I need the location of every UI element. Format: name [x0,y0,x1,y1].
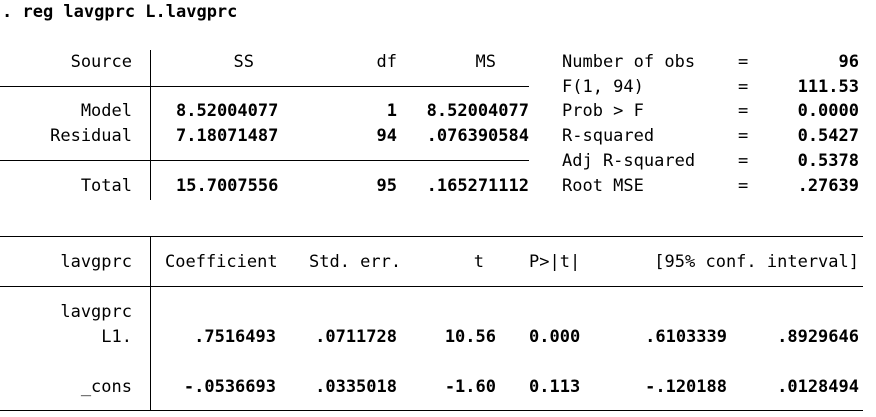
stat-label: R-squared [562,126,655,146]
stat-label: F(1, 94) [562,77,644,97]
stat-equals: = [738,52,749,72]
command-line: . reg lavgprc L.lavgprc [2,2,238,22]
anova-total-rule [0,160,529,161]
stat-value: 0.5427 [797,126,859,146]
anova-header-rule [0,86,529,87]
anova-header-ss: SS [233,52,254,72]
coef-std-err: .0335018 [315,377,397,397]
stat-label: Number of obs [562,52,696,72]
coef-ci-high: .0128494 [777,377,859,397]
stat-value: .27639 [797,176,859,196]
coef-row-name: _cons [80,377,132,397]
coef-value: -.0536693 [183,377,276,397]
stat-label: Root MSE [562,176,644,196]
coef-t-stat: -1.60 [444,377,496,397]
coef-t-stat: 10.56 [444,327,496,347]
coef-std-err: .0711728 [315,327,397,347]
coef-ci-high: .8929646 [777,327,859,347]
coef-header-conf-interval: [95% conf. interval] [654,252,859,272]
stat-value: 111.53 [797,77,859,97]
stat-value: 0.5378 [797,151,859,171]
coef-header-depvar: lavgprc [60,252,132,272]
stat-value: 96 [838,52,859,72]
coef-p-value: 0.000 [529,327,581,347]
coef-bottom-rule [0,410,863,411]
anova-column-divider [150,50,151,200]
anova-source: Model [80,101,132,121]
coef-top-rule [0,236,863,237]
stat-equals: = [738,151,749,171]
coef-p-value: 0.113 [529,377,581,397]
stat-equals: = [738,126,749,146]
anova-header-df: df [376,52,397,72]
coef-ci-low: -.120188 [645,377,727,397]
anova-ms: 8.52004077 [426,101,529,121]
anova-df: 1 [386,101,397,121]
coef-header-t: t [473,252,484,272]
coef-header-rule [0,286,863,287]
coef-column-divider [150,236,151,410]
anova-source: Total [80,176,132,196]
anova-header-source: Source [70,52,132,72]
stat-label: Adj R-squared [562,151,696,171]
stat-equals: = [738,77,749,97]
coef-row-name: L1. [101,327,132,347]
stat-equals: = [738,101,749,121]
coef-header-std-err: Std. err. [309,252,402,272]
stat-label: Prob > F [562,101,644,121]
coef-header-coefficient: Coefficient [165,252,278,272]
anova-ss: 7.18071487 [176,126,279,146]
stat-value: 0.0000 [797,101,859,121]
coef-group-label: lavgprc [60,302,132,322]
coef-header-p: P>|t| [529,252,581,272]
coef-value: .7516493 [194,327,276,347]
anova-header-ms: MS [475,52,496,72]
anova-df: 95 [376,176,397,196]
anova-source: Residual [50,126,132,146]
stat-equals: = [738,176,749,196]
anova-ms: .076390584 [426,126,529,146]
anova-ss: 8.52004077 [176,101,279,121]
anova-ms: .165271112 [426,176,529,196]
anova-ss: 15.7007556 [176,176,279,196]
anova-df: 94 [376,126,397,146]
coef-ci-low: .6103339 [645,327,727,347]
